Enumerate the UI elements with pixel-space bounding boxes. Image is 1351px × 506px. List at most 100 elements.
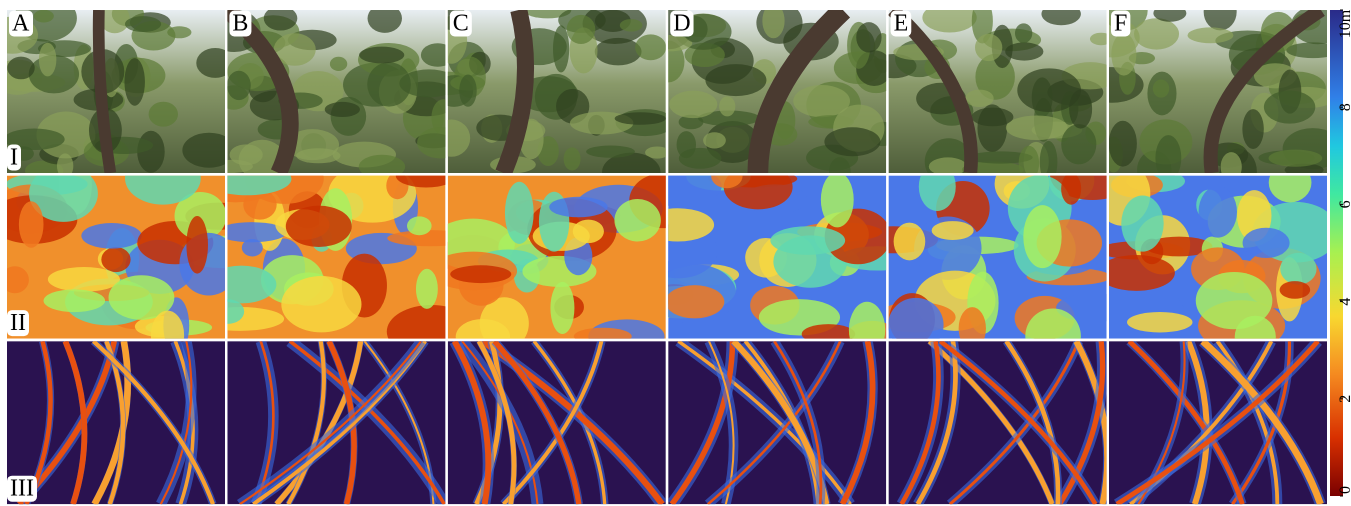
foliage	[856, 22, 881, 52]
depth-blob	[44, 289, 106, 312]
depth-blob	[770, 226, 845, 255]
image-cell	[0, 0, 236, 181]
foliage	[1264, 90, 1315, 123]
depth-blob	[1127, 312, 1192, 332]
foliage	[564, 147, 581, 170]
depth-blob	[1098, 255, 1175, 291]
depth-blob	[821, 172, 854, 227]
colorbar-tick-label: 10m	[1337, 9, 1351, 38]
depth-blob	[665, 285, 724, 318]
image-cell	[848, 151, 1135, 363]
image-cell	[227, 341, 445, 504]
foliage	[459, 74, 476, 106]
foliage	[922, 3, 976, 33]
foliage	[762, 3, 784, 38]
panel-label: A	[12, 11, 30, 37]
depth-blob	[550, 282, 574, 334]
foliage	[635, 34, 666, 60]
image-cell	[7, 341, 225, 504]
foliage	[1269, 150, 1323, 167]
depth-blob	[1, 266, 29, 293]
depth-blob	[48, 267, 120, 292]
foliage	[1041, 3, 1081, 26]
depth-blob	[1280, 253, 1316, 285]
depth-blob	[81, 223, 141, 249]
panel-label: F	[1114, 11, 1127, 37]
foliage	[1090, 33, 1112, 46]
foliage	[975, 34, 1002, 61]
foliage	[325, 102, 360, 117]
depth-blob	[1280, 281, 1311, 299]
depth-blob	[1061, 173, 1081, 205]
foliage	[703, 132, 726, 148]
foliage	[1134, 18, 1179, 49]
foliage	[230, 144, 263, 165]
foliage	[553, 25, 569, 72]
panel-label: B	[232, 11, 248, 37]
image-grid	[0, 0, 1344, 504]
foliage	[669, 91, 717, 118]
figure: ABCDEFIIIIII0246810m	[0, 0, 1351, 506]
colorbar	[1330, 10, 1343, 496]
colorbar-tick-label: 2	[1337, 395, 1351, 403]
panel-label: C	[453, 11, 469, 37]
depth-blob	[416, 269, 438, 309]
foliage	[1242, 109, 1263, 149]
foliage	[1153, 5, 1186, 22]
foliage	[567, 15, 596, 44]
foliage	[1188, 27, 1234, 43]
depth-blob	[1243, 228, 1290, 258]
foliage	[1061, 124, 1096, 164]
foliage	[34, 10, 54, 23]
panel-label: II	[10, 310, 26, 336]
depth-blob	[286, 206, 352, 247]
foliage	[149, 102, 178, 127]
foliage	[929, 157, 967, 175]
image-cell	[0, 152, 265, 359]
panel-label: D	[673, 11, 690, 37]
foliage	[124, 58, 144, 106]
foliage	[620, 19, 643, 31]
foliage	[1153, 80, 1169, 98]
colorbar-tick-label: 6	[1337, 200, 1351, 208]
foliage	[359, 47, 404, 64]
depth-blob	[573, 220, 604, 243]
foliage	[7, 57, 35, 80]
foliage	[1006, 115, 1068, 140]
foliage	[972, 108, 1014, 127]
image-cell	[889, 341, 1108, 504]
foliage	[1019, 146, 1039, 181]
image-cell	[191, 154, 476, 359]
depth-blob	[19, 201, 44, 247]
depth-blob	[894, 223, 926, 261]
foliage	[359, 155, 405, 179]
image-cell	[1109, 341, 1327, 504]
colorbar-tick-label: 8	[1337, 103, 1351, 111]
foliage	[965, 90, 993, 107]
foliage	[586, 145, 635, 157]
depth-blob	[549, 197, 607, 217]
foliage	[57, 153, 73, 178]
image-cell	[668, 341, 886, 504]
foliage	[264, 6, 298, 30]
foliage	[368, 4, 402, 33]
panel-label: I	[10, 145, 18, 171]
image-cell	[430, 173, 698, 354]
image-cell	[1095, 152, 1339, 358]
colorbar-tick-label: 0	[1337, 486, 1351, 494]
depth-blob	[242, 239, 263, 256]
depth-blob	[1023, 205, 1061, 268]
foliage	[1069, 90, 1092, 129]
foliage	[677, 131, 696, 158]
depth-blob	[505, 182, 534, 244]
depth-blob	[1199, 186, 1237, 238]
foliage	[1109, 121, 1137, 167]
depth-blob	[1121, 195, 1163, 251]
foliage	[1155, 135, 1181, 181]
foliage	[1015, 23, 1032, 43]
foliage	[824, 127, 880, 156]
foliage	[1111, 33, 1136, 75]
image-cell	[448, 341, 666, 504]
depth-blob	[281, 276, 361, 332]
depth-blob	[450, 265, 511, 283]
